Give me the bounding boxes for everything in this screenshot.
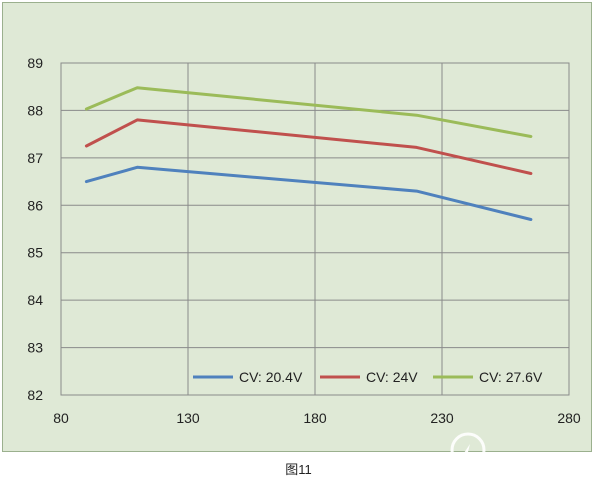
figure-caption: 图11 xyxy=(285,462,312,477)
axis-tick-labels: 82 83 84 85 86 87 88 89 80 130 180 230 280 xyxy=(27,55,580,426)
grid-layer xyxy=(60,62,570,396)
legend-label: CV: 24V xyxy=(366,369,418,385)
series-layer xyxy=(84,86,533,221)
y-tick-label: 89 xyxy=(27,55,43,71)
chart-frame: 82 83 84 85 86 87 88 89 80 130 180 230 280 CV: 20.4V… xyxy=(2,2,592,452)
watermark-logo-icon xyxy=(450,432,486,468)
series-line-2 xyxy=(84,118,533,175)
y-tick-label: 86 xyxy=(27,197,43,213)
y-tick-label: 82 xyxy=(27,387,43,403)
series-line-3 xyxy=(84,86,533,138)
legend-label: CV: 27.6V xyxy=(479,369,543,385)
x-tick-label: 80 xyxy=(53,410,69,426)
y-tick-label: 87 xyxy=(27,150,43,166)
x-tick-label: 180 xyxy=(303,410,327,426)
watermark-logo xyxy=(448,430,588,470)
legend: CV: 20.4V CV: 24V CV: 27.6V xyxy=(193,369,543,385)
x-tick-label: 130 xyxy=(176,410,200,426)
x-tick-label: 280 xyxy=(557,410,581,426)
legend-label: CV: 20.4V xyxy=(239,369,303,385)
series-line-1 xyxy=(84,165,533,221)
x-tick-label: 230 xyxy=(430,410,454,426)
y-tick-label: 85 xyxy=(27,245,43,261)
line-chart: 82 83 84 85 86 87 88 89 80 130 180 230 280 CV: 20.4V… xyxy=(27,55,580,426)
y-tick-label: 83 xyxy=(27,340,43,356)
y-tick-label: 88 xyxy=(27,102,43,118)
y-tick-label: 84 xyxy=(27,292,43,308)
